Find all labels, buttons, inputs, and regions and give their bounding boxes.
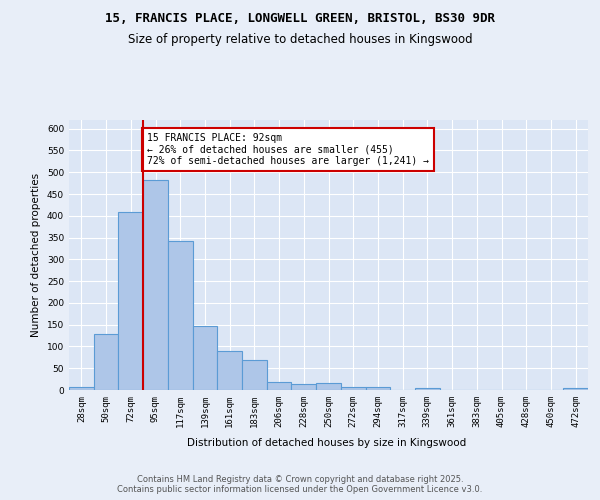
Bar xyxy=(341,387,365,390)
Bar xyxy=(69,386,94,390)
Text: Contains HM Land Registry data © Crown copyright and database right 2025.
Contai: Contains HM Land Registry data © Crown c… xyxy=(118,474,482,494)
Text: Size of property relative to detached houses in Kingswood: Size of property relative to detached ho… xyxy=(128,32,472,46)
Bar xyxy=(118,212,143,390)
Y-axis label: Number of detached properties: Number of detached properties xyxy=(31,173,41,337)
Bar xyxy=(415,388,440,390)
Bar xyxy=(365,387,390,390)
Text: 15, FRANCIS PLACE, LONGWELL GREEN, BRISTOL, BS30 9DR: 15, FRANCIS PLACE, LONGWELL GREEN, BRIST… xyxy=(105,12,495,26)
Bar xyxy=(217,351,242,390)
Bar xyxy=(292,384,316,390)
Bar xyxy=(267,382,292,390)
Bar xyxy=(168,241,193,390)
Bar xyxy=(563,388,588,390)
Bar xyxy=(94,334,118,390)
Text: Distribution of detached houses by size in Kingswood: Distribution of detached houses by size … xyxy=(187,438,467,448)
Bar xyxy=(193,326,217,390)
Bar xyxy=(242,360,267,390)
Bar xyxy=(143,180,168,390)
Text: 15 FRANCIS PLACE: 92sqm
← 26% of detached houses are smaller (455)
72% of semi-d: 15 FRANCIS PLACE: 92sqm ← 26% of detache… xyxy=(147,133,429,166)
Bar xyxy=(316,384,341,390)
